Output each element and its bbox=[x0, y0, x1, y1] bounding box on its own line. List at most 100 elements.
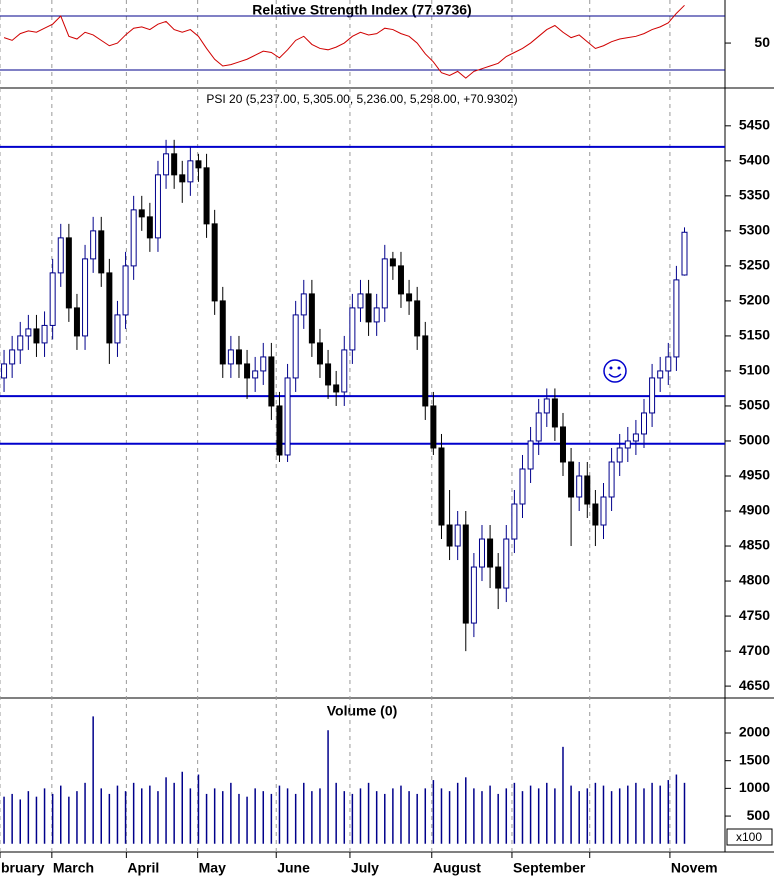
candle-body bbox=[584, 475, 591, 505]
candle-body bbox=[333, 384, 340, 393]
candle-body bbox=[462, 524, 469, 624]
candle-body bbox=[357, 293, 364, 309]
candle-body bbox=[414, 300, 421, 337]
candle-body bbox=[114, 314, 121, 344]
candle-body bbox=[389, 258, 396, 267]
candle-body bbox=[260, 356, 267, 372]
y-tick-label: 4700 bbox=[739, 642, 770, 658]
candle-body bbox=[57, 237, 64, 274]
x-tick-label: August bbox=[433, 860, 482, 876]
x-tick-label: July bbox=[351, 860, 379, 876]
y-tick-label: 4950 bbox=[739, 467, 770, 483]
candle-body bbox=[90, 230, 97, 260]
y-tick-label: 4850 bbox=[739, 537, 770, 553]
candle-body bbox=[527, 440, 534, 470]
candle-body bbox=[381, 258, 388, 309]
y-tick-label: 4900 bbox=[739, 502, 770, 518]
candle-body bbox=[41, 324, 48, 344]
candle-body bbox=[665, 356, 672, 372]
y-tick-label: 5400 bbox=[739, 152, 770, 168]
y-tick-label: 5100 bbox=[739, 362, 770, 378]
candle-body bbox=[171, 153, 178, 176]
rsi-line bbox=[3, 4, 685, 79]
y-tick-label: 5250 bbox=[739, 257, 770, 273]
candle-body bbox=[624, 440, 631, 449]
candle-body bbox=[82, 258, 89, 337]
candle-body bbox=[341, 349, 348, 393]
candle-body bbox=[608, 461, 615, 498]
candle-body bbox=[495, 566, 502, 589]
y-tick-label: 5350 bbox=[739, 187, 770, 203]
candle-body bbox=[219, 300, 226, 365]
candle-body bbox=[268, 356, 275, 407]
candle-body bbox=[640, 412, 647, 435]
candle-body bbox=[365, 293, 372, 323]
candle-body bbox=[551, 398, 558, 428]
candle-body bbox=[616, 447, 623, 463]
candle-body bbox=[406, 293, 413, 302]
candle-body bbox=[300, 293, 307, 316]
candle-body bbox=[130, 209, 137, 267]
candle-body bbox=[535, 412, 542, 442]
x-tick-label: May bbox=[199, 860, 226, 876]
candle-body bbox=[195, 160, 202, 169]
candle-body bbox=[244, 363, 251, 379]
unit-box bbox=[726, 828, 773, 846]
candle-body bbox=[503, 538, 510, 589]
candle-body bbox=[203, 167, 210, 225]
candle-body bbox=[252, 370, 259, 379]
candle-body bbox=[487, 538, 494, 568]
candle-body bbox=[576, 475, 583, 498]
candle-body bbox=[284, 377, 291, 456]
candle-body bbox=[470, 566, 477, 624]
candle-body bbox=[349, 307, 356, 351]
candle-body bbox=[559, 426, 566, 463]
candle-body bbox=[276, 405, 283, 456]
y-tick-label: 4800 bbox=[739, 572, 770, 588]
x-tick-label: June bbox=[277, 860, 310, 876]
candle-body bbox=[146, 216, 153, 239]
price-title: PSI 20 (5,237.00, 5,305.00, 5,236.00, 5,… bbox=[206, 92, 517, 106]
candle-body bbox=[211, 223, 218, 302]
candle-body bbox=[325, 363, 332, 386]
candle-body bbox=[1, 363, 8, 379]
y-tick-label: 50 bbox=[754, 34, 770, 50]
candle-body bbox=[446, 524, 453, 547]
candle-body bbox=[154, 174, 161, 239]
candle-body bbox=[292, 314, 299, 379]
candle-body bbox=[49, 272, 56, 326]
candle-body bbox=[568, 461, 575, 498]
x-tick-label: March bbox=[53, 860, 94, 876]
y-tick-label: 5050 bbox=[739, 397, 770, 413]
x-tick-label: Novem bbox=[671, 860, 718, 876]
y-tick-label: 4750 bbox=[739, 607, 770, 623]
candle-body bbox=[438, 447, 445, 526]
candle-body bbox=[187, 160, 194, 183]
y-tick-label: 5450 bbox=[739, 117, 770, 133]
y-tick-label: 4650 bbox=[739, 677, 770, 693]
candle-body bbox=[681, 231, 688, 276]
x-tick-label: September bbox=[513, 860, 586, 876]
candle-body bbox=[600, 496, 607, 526]
x-tick-label: bruary bbox=[1, 860, 45, 876]
candle-body bbox=[33, 328, 40, 344]
y-tick-label: 1000 bbox=[739, 779, 770, 795]
unit-label: x100 bbox=[736, 830, 762, 844]
y-tick-label: 500 bbox=[747, 807, 771, 823]
smiley bbox=[603, 359, 627, 383]
candle-body bbox=[673, 279, 680, 358]
candle-body bbox=[73, 307, 80, 337]
candle-body bbox=[308, 293, 315, 344]
y-tick-label: 5200 bbox=[739, 292, 770, 308]
volume-title: Volume (0) bbox=[327, 703, 398, 719]
candle-body bbox=[519, 468, 526, 505]
y-tick-label: 2000 bbox=[739, 724, 770, 740]
candle-body bbox=[649, 377, 656, 414]
candle-body bbox=[454, 524, 461, 547]
x-tick-label: April bbox=[127, 860, 159, 876]
candle-body bbox=[163, 153, 170, 176]
candle-body bbox=[511, 503, 518, 540]
rsi-title: Relative Strength Index (77.9736) bbox=[252, 2, 471, 18]
